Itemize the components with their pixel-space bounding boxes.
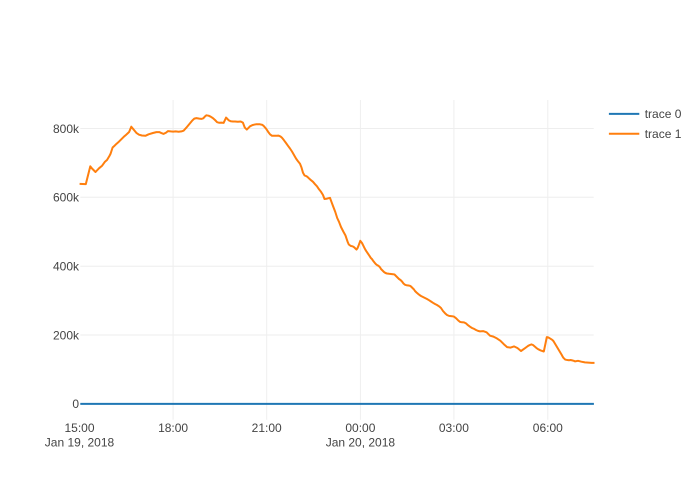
svg-text:06:00: 06:00 (533, 421, 563, 435)
svg-text:Jan 19, 2018: Jan 19, 2018 (45, 436, 115, 450)
svg-text:400k: 400k (53, 260, 80, 274)
svg-text:03:00: 03:00 (439, 421, 469, 435)
svg-text:600k: 600k (53, 191, 80, 205)
svg-text:21:00: 21:00 (252, 421, 282, 435)
svg-text:00:00: 00:00 (345, 421, 375, 435)
svg-text:Jan 20, 2018: Jan 20, 2018 (326, 436, 396, 450)
svg-text:15:00: 15:00 (64, 421, 94, 435)
svg-text:0: 0 (72, 397, 79, 411)
svg-text:trace 0: trace 0 (645, 107, 682, 121)
svg-text:800k: 800k (53, 122, 80, 136)
svg-text:200k: 200k (53, 328, 80, 342)
svg-text:18:00: 18:00 (158, 421, 188, 435)
svg-text:trace 1: trace 1 (645, 127, 682, 141)
